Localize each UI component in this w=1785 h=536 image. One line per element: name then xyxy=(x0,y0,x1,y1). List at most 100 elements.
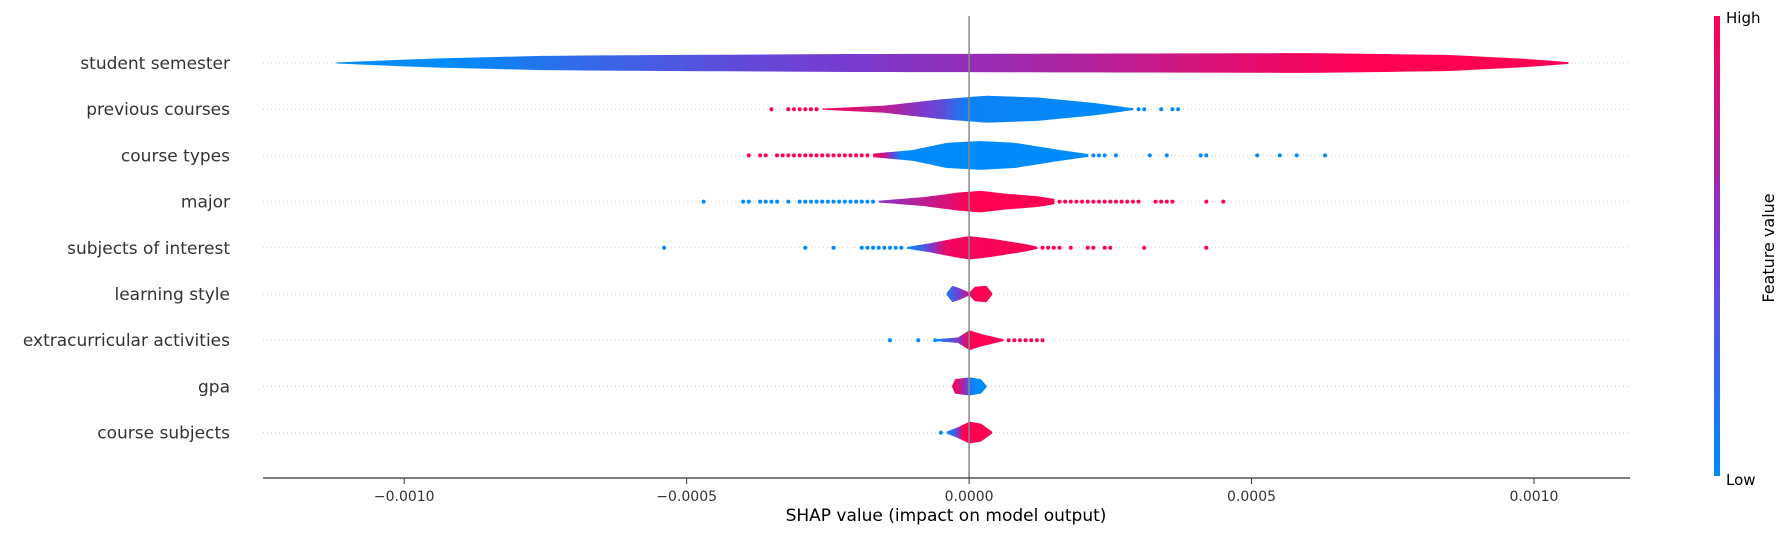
violin-segment xyxy=(1060,99,1067,119)
violin-segment xyxy=(439,57,461,69)
shap-point xyxy=(876,245,881,250)
violin-segment xyxy=(1062,150,1067,161)
violin-segment xyxy=(956,97,963,121)
violin-segment xyxy=(1007,193,1011,210)
shap-point xyxy=(888,338,893,343)
shap-point xyxy=(1085,199,1090,204)
shap-point xyxy=(1159,107,1164,112)
violin-segment xyxy=(1008,241,1012,255)
violin-segment xyxy=(1239,53,1261,73)
shap-point xyxy=(808,199,813,204)
violin-segment xyxy=(911,245,915,250)
violin-segment xyxy=(1526,59,1548,67)
shap-point xyxy=(1074,199,1079,204)
shap-point xyxy=(814,153,819,158)
shap-point xyxy=(1108,245,1113,250)
violin-segment xyxy=(1198,53,1220,73)
violin-segment xyxy=(913,197,918,206)
violin-segment xyxy=(974,236,977,259)
colorbar-gradient xyxy=(1714,16,1720,476)
shap-point xyxy=(1091,199,1096,204)
violin-segment xyxy=(905,102,911,116)
shap-point xyxy=(1085,245,1090,250)
violin-segment xyxy=(961,237,964,259)
violin-segment xyxy=(922,244,925,252)
shap-point xyxy=(808,153,813,158)
shap-point xyxy=(803,245,808,250)
violin-segment xyxy=(980,141,985,170)
shap-point xyxy=(1102,153,1107,158)
shap-point xyxy=(1034,338,1039,343)
violin-segment xyxy=(1034,145,1039,165)
violin-segment xyxy=(896,199,900,205)
violin-segment xyxy=(832,107,839,111)
violin-segment xyxy=(1030,245,1034,251)
violin-segment xyxy=(1107,104,1113,114)
violin-segment xyxy=(787,54,810,72)
violin-segment xyxy=(1086,102,1093,117)
violin-segment xyxy=(664,54,686,72)
violin-segment xyxy=(1547,60,1569,66)
violin-segment xyxy=(1050,198,1055,205)
violin-segment xyxy=(842,107,849,112)
violin-segment xyxy=(1010,241,1014,254)
violin-segment xyxy=(930,145,935,166)
violin-segment xyxy=(884,200,889,204)
violin-segment xyxy=(1051,148,1057,162)
violin-segment xyxy=(932,242,936,254)
violin-segment xyxy=(990,431,993,435)
violin-segment xyxy=(939,240,943,255)
violin-segment xyxy=(941,143,946,168)
shap-point xyxy=(1142,245,1147,250)
violin-segment xyxy=(952,238,956,258)
shap-point xyxy=(1068,245,1073,250)
feature-label: course subjects xyxy=(97,424,230,444)
shap-point xyxy=(1164,199,1169,204)
shap-point xyxy=(1091,153,1096,158)
violin-segment xyxy=(911,53,933,73)
violin-segment xyxy=(976,141,981,170)
shap-point xyxy=(1159,199,1164,204)
x-tick-label: 0.0010 xyxy=(1509,489,1558,505)
colorbar-low-label: Low xyxy=(1726,471,1756,489)
violin-segment xyxy=(1091,102,1098,116)
shap-point xyxy=(763,199,768,204)
x-axis-ticks: −0.0010 −0.0005 0.0000 0.0005 0.0010 xyxy=(374,478,1558,505)
shap-point xyxy=(859,245,864,250)
shap-point xyxy=(848,199,853,204)
violin-segment xyxy=(1065,100,1072,119)
feature-label: subjects of interest xyxy=(67,239,230,259)
shap-point xyxy=(865,153,870,158)
violin-segment xyxy=(1013,242,1016,254)
shap-point xyxy=(1255,153,1260,158)
violin-segment xyxy=(1081,101,1087,117)
colorbar-high-label: High xyxy=(1726,9,1760,27)
violin-segment xyxy=(1001,142,1007,169)
shap-point xyxy=(1164,153,1169,158)
violin-segment xyxy=(969,191,973,212)
violin-segment xyxy=(965,236,969,260)
shap-point xyxy=(758,153,763,158)
colorbar: High Low Feature value xyxy=(1714,9,1778,489)
violin-segment xyxy=(948,193,953,210)
shap-point xyxy=(808,107,813,112)
violin-segment xyxy=(870,53,892,73)
violin-segment xyxy=(936,99,942,120)
violin-segment xyxy=(1444,54,1466,72)
violin-segment xyxy=(899,198,903,205)
violin-segment xyxy=(958,237,962,259)
violin-segment xyxy=(987,95,994,123)
violin-segment xyxy=(913,245,917,251)
violin-segment xyxy=(930,242,934,253)
shap-point xyxy=(1119,199,1124,204)
violin-segment xyxy=(1033,195,1037,208)
violin-segment xyxy=(1009,142,1014,169)
shap-point xyxy=(842,199,847,204)
violin-segment xyxy=(1424,54,1446,72)
shap-point xyxy=(1029,338,1034,343)
violin-segment xyxy=(909,246,912,250)
shap-point xyxy=(859,153,864,158)
outlier-points xyxy=(662,107,1327,435)
violin-segment xyxy=(975,190,979,213)
